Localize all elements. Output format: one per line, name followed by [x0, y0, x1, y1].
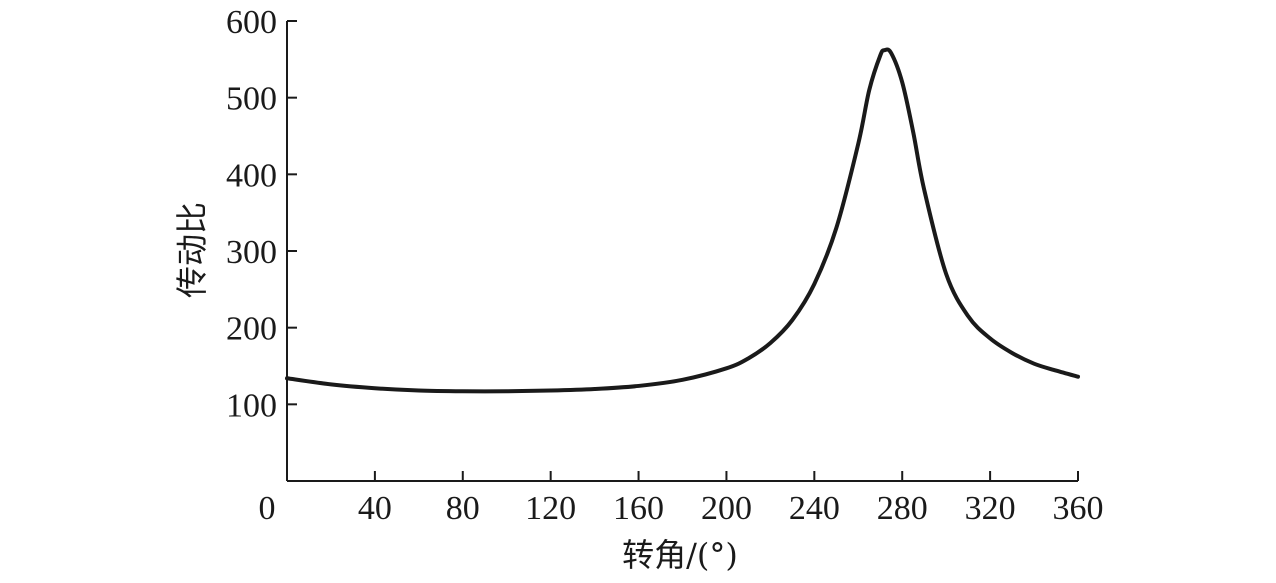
- x-tick-label: 320: [965, 490, 1016, 527]
- x-tick-label: 360: [1053, 490, 1104, 527]
- x-tick-label: 40: [358, 490, 392, 527]
- x-tick-label: 80: [446, 490, 480, 527]
- y-tick-label: 300: [226, 234, 277, 271]
- y-ticks: 100 200 300 400 500 600: [226, 4, 297, 424]
- series-line: [285, 47, 1080, 394]
- x-tick-label: 200: [701, 490, 752, 527]
- y-tick-label: 500: [226, 81, 277, 118]
- y-tick-label: 400: [226, 157, 277, 194]
- x-tick-label: 280: [877, 490, 928, 527]
- x-ticks: 0 40 80 120 160 200 240 280 320 360: [259, 471, 1104, 527]
- y-tick-label: 200: [226, 311, 277, 348]
- y-tick-label: 600: [226, 4, 277, 41]
- x-axis-title: 转角/(°): [622, 536, 738, 574]
- y-axis-title: 传动比: [173, 202, 211, 298]
- x-tick-label: 160: [613, 490, 664, 527]
- x-tick-label: 0: [259, 490, 276, 527]
- x-tick-label: 120: [525, 490, 576, 527]
- y-tick-label: 100: [226, 387, 277, 424]
- x-tick-label: 240: [789, 490, 840, 527]
